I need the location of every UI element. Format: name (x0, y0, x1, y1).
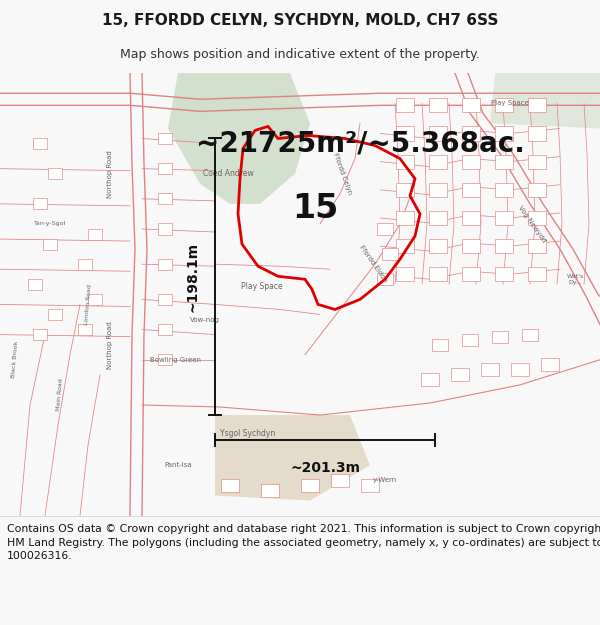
Text: Pant-Isa: Pant-Isa (164, 462, 192, 468)
Bar (78, 324, 92, 335)
Text: 15: 15 (292, 192, 338, 226)
Bar (429, 239, 447, 253)
Bar (495, 154, 513, 169)
Text: ~201.3m: ~201.3m (290, 461, 360, 476)
Bar (331, 474, 349, 487)
Polygon shape (215, 415, 370, 501)
Bar (462, 154, 480, 169)
Bar (495, 239, 513, 253)
Bar (462, 98, 480, 112)
Bar (528, 239, 546, 253)
Bar (528, 98, 546, 112)
Text: Coed Andrew: Coed Andrew (203, 169, 253, 178)
Bar (492, 331, 508, 342)
Text: Tan-y-Sgol: Tan-y-Sgol (34, 221, 66, 226)
Bar (522, 329, 538, 341)
Bar (429, 182, 447, 197)
Bar (301, 479, 319, 492)
Bar (158, 324, 172, 335)
Bar (495, 98, 513, 112)
Bar (396, 182, 414, 197)
Bar (429, 98, 447, 112)
Bar (48, 309, 62, 320)
Bar (511, 363, 529, 376)
Bar (28, 279, 42, 290)
Bar (88, 294, 102, 305)
Text: Ffordd Celyn: Ffordd Celyn (332, 152, 352, 196)
Bar (462, 126, 480, 141)
Text: Vow­nog: Vow­nog (190, 316, 220, 322)
Bar (421, 373, 439, 386)
Bar (462, 268, 480, 281)
Bar (432, 339, 448, 351)
Bar (33, 138, 47, 149)
Bar (158, 259, 172, 270)
Bar (88, 229, 102, 239)
Bar (462, 239, 480, 253)
Bar (33, 329, 47, 340)
Bar (528, 268, 546, 281)
Bar (361, 479, 379, 492)
Bar (495, 126, 513, 141)
Bar (462, 211, 480, 225)
Bar (495, 211, 513, 225)
Bar (528, 154, 546, 169)
Text: ~198.1m: ~198.1m (186, 242, 200, 312)
Bar (377, 223, 393, 235)
Text: Northop Road: Northop Road (107, 321, 113, 369)
Bar (451, 368, 469, 381)
Text: Contains OS data © Crown copyright and database right 2021. This information is : Contains OS data © Crown copyright and d… (7, 524, 600, 561)
Text: y-Wern: y-Wern (373, 478, 397, 483)
Bar (261, 484, 279, 497)
Bar (528, 182, 546, 197)
Bar (396, 211, 414, 225)
Bar (429, 126, 447, 141)
Text: Wat's
Dy...: Wat's Dy... (566, 274, 584, 285)
Bar (429, 211, 447, 225)
Bar (396, 98, 414, 112)
Bar (377, 273, 393, 286)
Bar (481, 363, 499, 376)
Text: Ysgol Sychdyn: Ysgol Sychdyn (220, 429, 275, 438)
Bar (396, 268, 414, 281)
Bar (396, 239, 414, 253)
Text: ~21725m²/~5.368ac.: ~21725m²/~5.368ac. (196, 129, 524, 158)
Text: Ffordd Eldon: Ffordd Eldon (358, 244, 388, 284)
Bar (48, 168, 62, 179)
Text: 15, FFORDD CELYN, SYCHDYN, MOLD, CH7 6SS: 15, FFORDD CELYN, SYCHDYN, MOLD, CH7 6SS (102, 13, 498, 28)
Bar (33, 198, 47, 209)
Bar (221, 479, 239, 492)
Bar (528, 211, 546, 225)
Bar (158, 294, 172, 305)
Bar (429, 154, 447, 169)
Text: Vog Newydd: Vog Newydd (517, 204, 547, 243)
Bar (396, 154, 414, 169)
Text: Black Brook: Black Brook (11, 341, 19, 379)
Bar (528, 126, 546, 141)
Text: Map shows position and indicative extent of the property.: Map shows position and indicative extent… (120, 48, 480, 61)
Bar (382, 248, 398, 260)
Bar (43, 239, 57, 249)
Bar (429, 268, 447, 281)
Bar (462, 182, 480, 197)
Bar (541, 358, 559, 371)
Bar (158, 193, 172, 204)
Text: Main Road: Main Road (56, 378, 64, 411)
Bar (78, 259, 92, 270)
Bar (158, 354, 172, 365)
Bar (158, 133, 172, 144)
Polygon shape (168, 73, 310, 204)
Bar (158, 224, 172, 234)
Bar (495, 182, 513, 197)
Text: Northop Road: Northop Road (107, 150, 113, 198)
Bar (396, 126, 414, 141)
Bar (495, 268, 513, 281)
Text: Play Space: Play Space (241, 282, 283, 291)
Text: Bowling Green: Bowling Green (149, 357, 200, 362)
Bar (462, 334, 478, 346)
Bar (158, 163, 172, 174)
Text: Play Space: Play Space (491, 100, 529, 106)
Text: London Road: London Road (84, 284, 92, 325)
Polygon shape (490, 73, 600, 129)
